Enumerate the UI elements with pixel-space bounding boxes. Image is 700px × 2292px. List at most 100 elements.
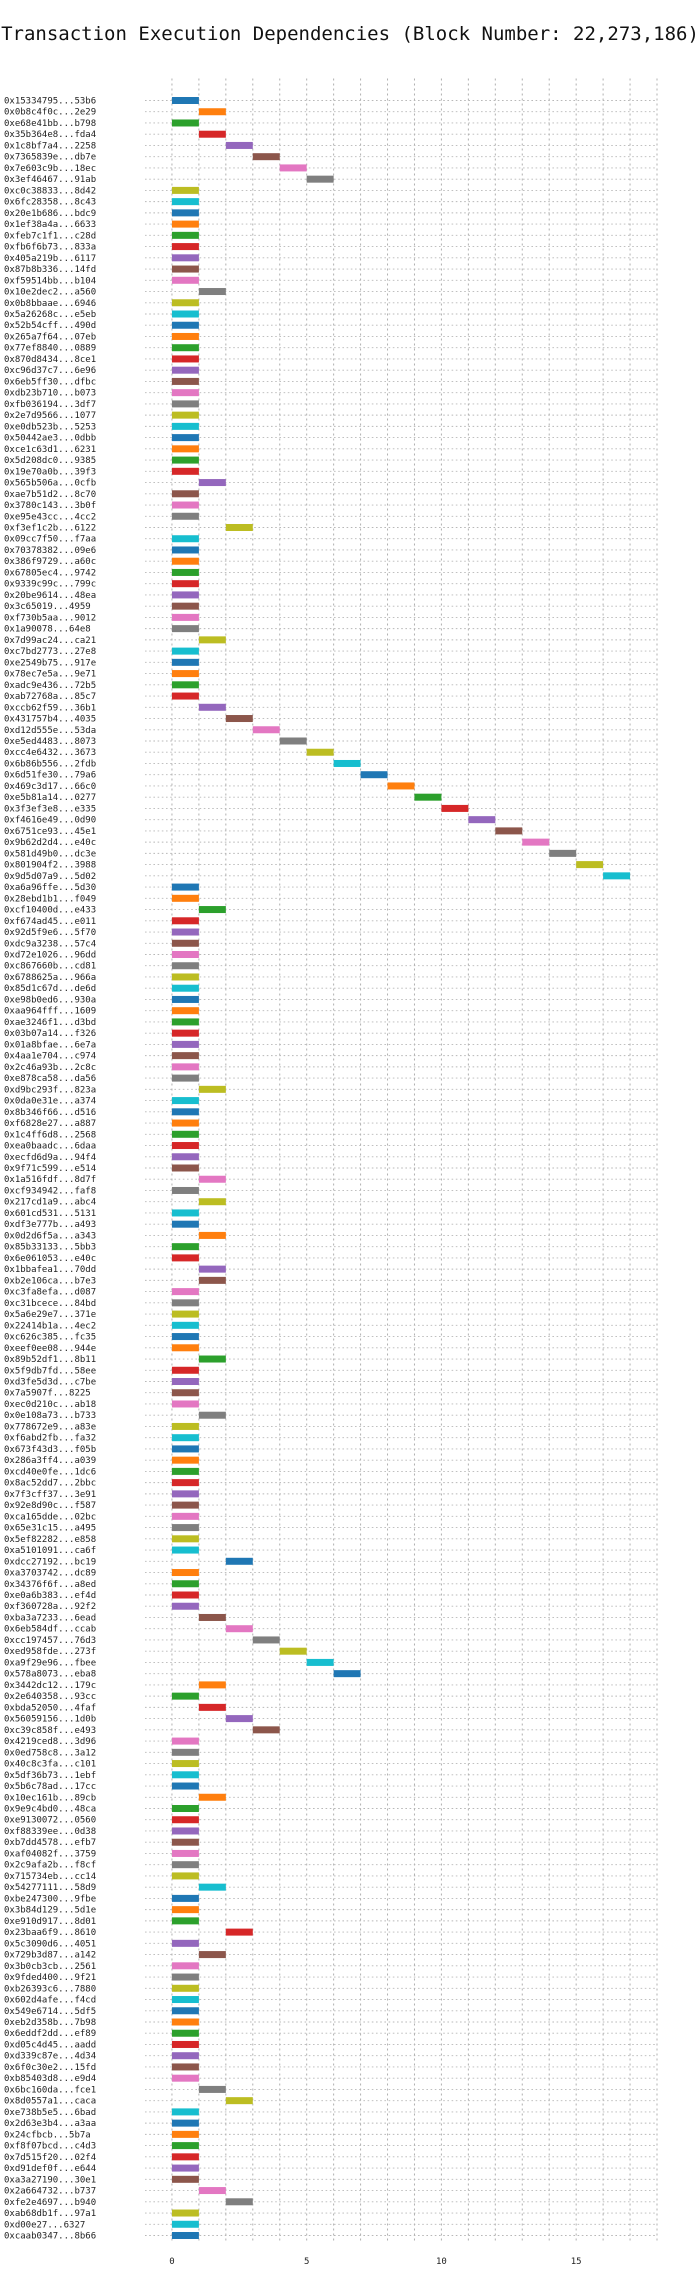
transaction-bar xyxy=(171,1996,199,2004)
transaction-label: 0xe98b0ed6...930a xyxy=(4,995,96,1005)
transaction-label: 0xbe247300...9fbe xyxy=(4,1894,96,1904)
transaction-bar xyxy=(171,670,199,678)
x-tick-label: 15 xyxy=(571,2257,582,2267)
transaction-bar xyxy=(198,636,226,644)
transaction-label: 0xe68e41bb...b798 xyxy=(4,119,96,129)
transaction-bar xyxy=(198,1681,226,1689)
transaction-label: 0xe5b81a14...0277 xyxy=(4,793,96,803)
transaction-label: 0x52b54cff...490d xyxy=(4,321,96,331)
transaction-label: 0x386f9729...a60c xyxy=(4,557,96,567)
transaction-bar xyxy=(171,1984,199,1992)
transaction-bar xyxy=(171,2142,199,2150)
transaction-label: 0x870d8434...8ce1 xyxy=(4,355,96,365)
transaction-label: 0x0b8c4f0c...2e29 xyxy=(4,108,96,118)
transaction-bar xyxy=(171,1456,199,1464)
transaction-label: 0x2e7d9566...1077 xyxy=(4,411,96,421)
transaction-bar xyxy=(225,141,253,149)
transaction-bar xyxy=(171,1805,199,1812)
transaction-label: 0x5c3090d6...4051 xyxy=(4,1939,96,1949)
transaction-label: 0xd339c87e...4d34 xyxy=(4,2052,96,2062)
transaction-bar xyxy=(171,658,199,666)
transaction-label: 0x3b84d129...5d1e xyxy=(4,1906,96,1916)
transaction-label: 0xe2549b75...917e xyxy=(4,658,96,668)
transaction-label: 0xd00e27...6327 xyxy=(4,2220,85,2230)
transaction-bar xyxy=(171,591,199,599)
transaction-bar xyxy=(225,524,253,531)
transaction-bar xyxy=(225,1928,253,1936)
transaction-label: 0x431757b4...4035 xyxy=(4,715,96,725)
transaction-label: 0x10e2dec2...a560 xyxy=(4,288,96,298)
transaction-label: 0xa5101091...ca6f xyxy=(4,1546,96,1556)
vertical-gridlines xyxy=(171,78,658,2244)
transaction-bar xyxy=(171,1591,199,1599)
transaction-label: 0xc7bd2773...27e8 xyxy=(4,647,96,657)
transaction-label: 0x6e061053...e40c xyxy=(4,1254,96,1264)
transaction-bar xyxy=(333,1670,361,1678)
transaction-label: 0x9fded400...9f21 xyxy=(4,1973,96,1983)
transaction-bar xyxy=(171,265,199,273)
x-tick-label: 5 xyxy=(304,2257,309,2267)
transaction-label: 0xf3ef1c2b...6122 xyxy=(4,524,96,534)
transaction-bar xyxy=(252,153,280,161)
transaction-bar xyxy=(171,1490,199,1498)
transaction-bar xyxy=(171,1288,199,1296)
transaction-bar xyxy=(171,434,199,442)
transaction-label: 0xc867660b...cd81 xyxy=(4,962,96,972)
transaction-label: 0x24cfbcb...5b7a xyxy=(4,2130,91,2140)
transaction-label: 0xd12d555e...53da xyxy=(4,726,96,736)
transaction-label: 0x0e108a73...b733 xyxy=(4,1411,96,1421)
transaction-bar xyxy=(171,1501,199,1509)
transaction-bar xyxy=(414,793,442,801)
transaction-label: 0x20be9614...48ea xyxy=(4,591,96,601)
transaction-bar xyxy=(171,1748,199,1756)
transaction-label: 0x10ec161b...89cb xyxy=(4,1793,96,1803)
transaction-label: 0x50442ae3...0dbb xyxy=(4,434,96,444)
transaction-label: 0xb26393c6...7880 xyxy=(4,1984,96,1994)
transaction-label: 0x85d1c67d...de6d xyxy=(4,984,96,994)
transaction-label: 0x8d0557a1...caca xyxy=(4,2097,96,2107)
transaction-bar xyxy=(495,827,523,835)
transaction-label: 0xd05c4d45...aadd xyxy=(4,2040,96,2050)
transaction-bar xyxy=(171,119,199,127)
transaction-bar xyxy=(252,1636,280,1644)
transaction-bar xyxy=(171,984,199,992)
transaction-label: 0x20e1b686...bdc9 xyxy=(4,209,96,219)
transaction-label: 0x729b3d87...a142 xyxy=(4,1951,96,1961)
transaction-bar xyxy=(171,209,199,217)
x-tick-label: 0 xyxy=(169,2257,174,2267)
transaction-label: 0x405a219b...6117 xyxy=(4,254,96,264)
transaction-bar xyxy=(198,1198,226,1206)
transaction-bar xyxy=(171,568,199,576)
transaction-label: 0x6f0c30e2...15fd xyxy=(4,2063,96,2073)
transaction-label: 0x67805ec4...9742 xyxy=(4,568,96,578)
transaction-bar xyxy=(171,344,199,352)
transaction-bar xyxy=(171,1479,199,1487)
transaction-label: 0x35b364e8...fda4 xyxy=(4,130,96,140)
transaction-bar xyxy=(198,1951,226,1959)
transaction-bar xyxy=(171,2164,199,2172)
transaction-label: 0x1ef38a4a...6633 xyxy=(4,220,96,230)
transaction-label: 0x40c8c3fa...c101 xyxy=(4,1760,96,1770)
transaction-bar xyxy=(225,2097,253,2105)
transaction-bar xyxy=(171,1052,199,1060)
transaction-bar xyxy=(171,490,199,498)
transaction-label: 0x78ec7e5a...9e71 xyxy=(4,670,96,680)
transaction-bar xyxy=(171,1097,199,1105)
transaction-bars xyxy=(171,97,631,2239)
transaction-label: 0xadc9e436...72b5 xyxy=(4,681,96,691)
transaction-bar xyxy=(171,1512,199,1520)
transaction-label: 0x6eddf2dd...ef89 xyxy=(4,2029,96,2039)
transaction-label: 0xae7b51d2...8c70 xyxy=(4,490,96,500)
transaction-bar xyxy=(306,1658,334,1666)
transaction-label: 0xae3246f1...d3bd xyxy=(4,1018,96,1028)
transaction-label: 0x3ef46467...91ab xyxy=(4,175,96,185)
transaction-label: 0xa3a27190...30e1 xyxy=(4,2175,96,2185)
transaction-label: 0xca165dde...02bc xyxy=(4,1512,96,1522)
transaction-bar xyxy=(171,951,199,958)
transaction-bar xyxy=(522,838,550,846)
transaction-bar xyxy=(171,1040,199,1048)
transaction-label: 0x8ac52dd7...2bbc xyxy=(4,1479,96,1489)
transaction-bar xyxy=(171,1333,199,1341)
transaction-label: 0xaf04082f...3759 xyxy=(4,1849,96,1859)
